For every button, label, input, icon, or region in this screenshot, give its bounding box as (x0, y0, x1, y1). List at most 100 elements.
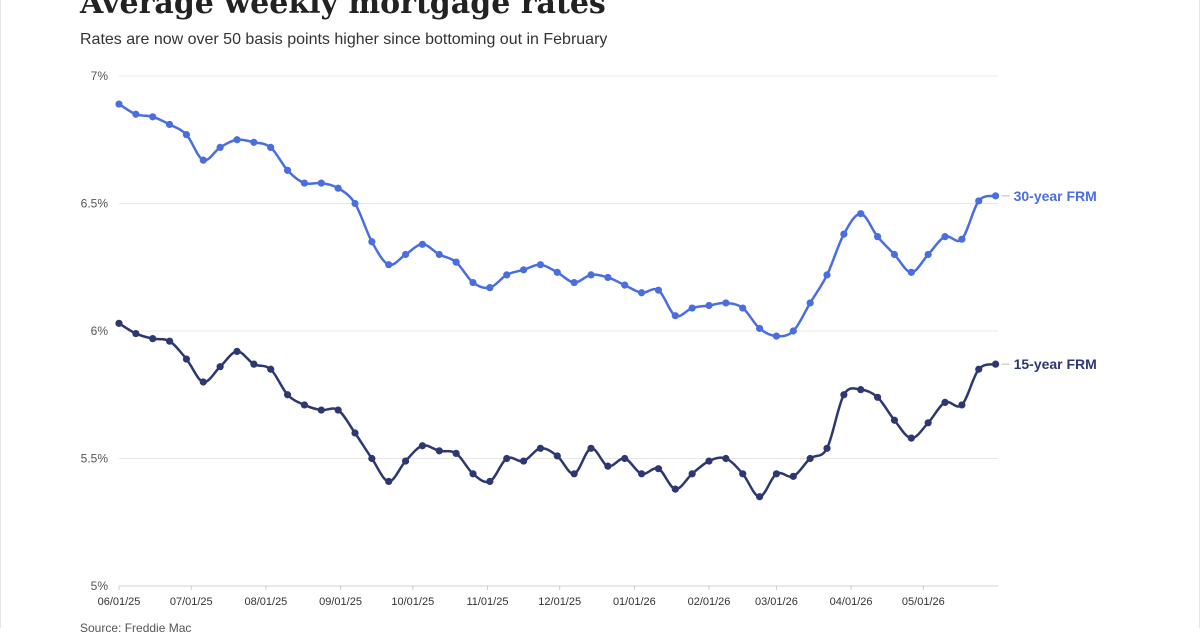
data-point-30-year (418, 240, 427, 248)
data-point-30-year (283, 166, 292, 174)
data-point-15-year (907, 434, 915, 442)
data-point-30-year (621, 281, 629, 289)
data-point-15-year (250, 360, 258, 368)
data-point-15-year (975, 365, 983, 373)
data-point-15-year (941, 398, 949, 406)
data-point-30-year (216, 143, 224, 151)
data-point-30-year (300, 179, 309, 187)
data-point-30-year (941, 233, 949, 241)
data-point-15-year (890, 416, 899, 424)
data-point-15-year (519, 457, 528, 465)
data-point-15-year (435, 447, 443, 455)
data-point-30-year (857, 210, 865, 218)
x-tick-label: 09/01/25 (319, 596, 362, 608)
data-point-30-year (890, 250, 899, 259)
y-tick-label: 6.5% (81, 197, 109, 211)
data-point-15-year (671, 485, 679, 493)
series-line-30-year (118, 102, 996, 338)
data-point-15-year (165, 337, 174, 345)
data-point-15-year (300, 401, 309, 409)
data-point-15-year (216, 363, 224, 371)
data-point-15-year (621, 454, 629, 463)
data-point-30-year (722, 299, 730, 307)
y-tick-label: 7% (91, 69, 109, 83)
data-point-15-year (722, 454, 730, 463)
data-point-30-year (688, 304, 696, 312)
data-point-15-year (132, 329, 140, 338)
data-point-15-year (587, 444, 595, 452)
data-point-30-year (132, 110, 140, 118)
data-point-15-year (688, 470, 696, 478)
data-point-15-year (486, 477, 494, 486)
x-tick-label: 02/01/26 (688, 596, 731, 608)
data-point-30-year (806, 299, 814, 307)
data-point-30-year (267, 143, 275, 151)
data-point-15-year (654, 465, 663, 473)
data-point-15-year (873, 393, 882, 401)
x-tick-label: 12/01/25 (538, 596, 581, 608)
x-tick-label: 10/01/25 (391, 596, 434, 608)
data-point-15-year (857, 386, 865, 394)
data-point-30-year (317, 179, 325, 187)
data-point-30-year (823, 271, 831, 279)
data-point-15-year (401, 457, 410, 465)
data-point-30-year (739, 304, 747, 312)
data-point-15-year (739, 470, 747, 478)
data-point-15-year (806, 454, 814, 463)
data-point-15-year (115, 319, 123, 327)
data-point-30-year (401, 250, 410, 259)
data-point-15-year (705, 457, 713, 465)
data-point-30-year (115, 100, 123, 108)
source-note: Source: Freddie Mac (80, 621, 192, 635)
data-point-15-year (283, 391, 292, 399)
chart-subtitle: Rates are now over 50 basis points highe… (80, 31, 608, 48)
data-point-30-year (958, 235, 966, 243)
data-point-30-year (654, 286, 663, 294)
data-point-15-year (570, 470, 578, 478)
data-point-15-year (149, 335, 157, 343)
data-point-15-year (452, 449, 460, 457)
data-point-15-year (351, 429, 359, 437)
data-point-30-year (907, 268, 915, 276)
data-point-30-year (519, 266, 528, 274)
data-point-15-year (503, 454, 511, 463)
data-point-30-year (536, 261, 545, 269)
data-point-30-year (924, 250, 932, 259)
data-point-15-year (604, 462, 612, 470)
data-point-15-year (233, 347, 241, 355)
data-point-30-year (873, 233, 882, 241)
data-point-30-year (334, 184, 342, 192)
data-point-15-year (553, 452, 561, 460)
x-tick-label: 06/01/25 (98, 596, 141, 608)
data-point-30-year (772, 332, 781, 340)
x-tick-label: 03/01/26 (755, 596, 798, 608)
data-point-30-year (469, 278, 477, 287)
data-point-15-year (182, 355, 191, 363)
data-point-15-year (418, 442, 427, 450)
data-point-15-year (772, 470, 781, 478)
data-point-15-year (840, 391, 848, 399)
data-point-15-year (755, 493, 764, 501)
data-point-30-year (604, 273, 612, 282)
data-point-30-year (182, 131, 191, 139)
data-point-15-year (199, 378, 207, 386)
data-point-30-year (840, 230, 848, 238)
data-point-30-year (637, 289, 646, 297)
data-point-15-year (536, 444, 545, 452)
data-point-30-year (250, 138, 258, 146)
x-tick-label: 08/01/25 (244, 596, 287, 608)
data-point-15-year (317, 406, 325, 414)
y-tick-label: 6% (91, 324, 109, 338)
data-point-30-year (671, 312, 679, 320)
data-point-30-year (368, 238, 376, 246)
data-point-15-year (789, 472, 797, 480)
data-point-15-year (958, 401, 966, 409)
data-point-30-year (587, 271, 595, 279)
data-point-30-year (755, 324, 764, 333)
data-point-30-year (789, 327, 797, 335)
data-point-30-year (149, 113, 157, 121)
data-point-30-year (351, 199, 359, 208)
data-point-30-year (991, 192, 1000, 200)
data-point-15-year (924, 419, 932, 427)
